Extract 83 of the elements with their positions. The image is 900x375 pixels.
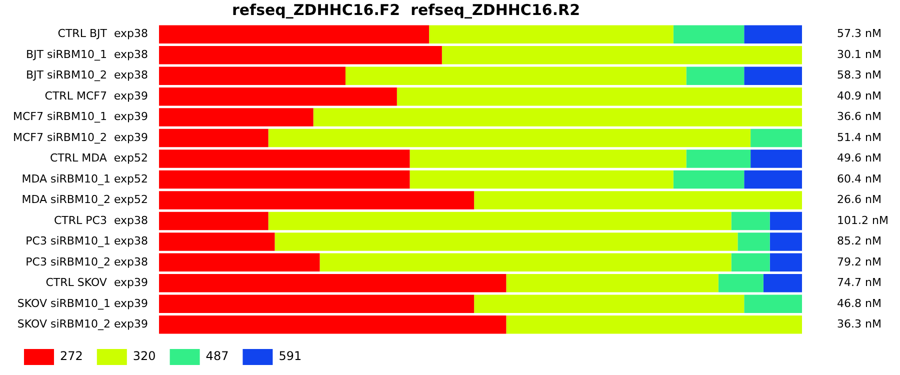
- text: 57.3 nM: [837, 27, 882, 40]
- bar: [738, 232, 770, 251]
- bar: [159, 128, 268, 148]
- text: 36.3 nM: [837, 317, 882, 330]
- bar: [474, 294, 744, 314]
- bar: [159, 294, 474, 314]
- y-tick-label: CTRL MCF7 exp39: [44, 89, 148, 102]
- y-tick-label: PC3 siRBM10_1 exp38: [26, 234, 148, 248]
- text: 79.2 nM: [837, 255, 882, 268]
- text: 36.6 nM: [837, 110, 882, 124]
- bar: [673, 25, 744, 44]
- bar: [770, 253, 802, 272]
- legend-label: 591: [278, 349, 302, 364]
- bar: [159, 253, 320, 272]
- bar: [718, 274, 764, 292]
- bar: [159, 66, 346, 85]
- y-tick-label: CTRL MDA exp52: [50, 152, 148, 165]
- bar: [731, 212, 770, 230]
- text: 85.2 nM: [837, 234, 882, 248]
- y-tick-label: MDA siRBM10_2 exp52: [22, 193, 148, 206]
- bar: [763, 274, 802, 292]
- legend-label: 320: [132, 349, 156, 364]
- text: 51.4 nM: [837, 130, 882, 144]
- bar: [396, 87, 802, 106]
- text: 101.2 nM: [837, 214, 888, 227]
- bar: [268, 212, 732, 230]
- bar: [313, 108, 802, 126]
- bar: [159, 150, 410, 168]
- text: 30.1 nM: [837, 48, 882, 61]
- y-tick-label: CTRL BJT exp38: [58, 27, 148, 40]
- y-tick-label: SKOV siRBM10_1 exp39: [17, 296, 148, 310]
- y-tick-label: SKOV siRBM10_2 exp39: [17, 317, 148, 330]
- bar: [429, 25, 674, 44]
- bar: [159, 232, 275, 251]
- bar: [345, 66, 686, 85]
- text: 40.9 nM: [837, 89, 882, 102]
- bar: [770, 232, 802, 251]
- text: 26.6 nM: [837, 193, 882, 206]
- bar: [159, 212, 268, 230]
- bar: [159, 274, 506, 292]
- bar: [410, 150, 686, 168]
- bar: [744, 294, 802, 314]
- y-tick-label: CTRL PC3 exp38: [54, 214, 148, 227]
- legend-label: 487: [206, 349, 229, 364]
- bar: [686, 150, 751, 168]
- bar: [159, 87, 397, 106]
- bar: [410, 170, 674, 189]
- bar: [442, 46, 802, 64]
- bar: [474, 191, 802, 210]
- bar: [159, 170, 410, 189]
- text: 49.6 nM: [837, 152, 882, 165]
- bar: [750, 128, 802, 148]
- bar: [159, 191, 474, 210]
- y-tick-label: MCF7 siRBM10_1 exp39: [13, 110, 148, 124]
- y-tick-label: MDA siRBM10_1 exp52: [22, 172, 148, 186]
- bar: [686, 66, 744, 85]
- bar: [744, 66, 802, 85]
- bar: [159, 108, 314, 126]
- y-tick-label: BJT siRBM10_2 exp38: [26, 68, 148, 82]
- bar: [750, 150, 802, 168]
- y-tick-label: CTRL SKOV exp39: [46, 276, 148, 290]
- bar: [770, 212, 802, 230]
- y-tick-label: BJT siRBM10_1 exp38: [26, 48, 148, 61]
- bar: [268, 128, 751, 148]
- bar: [673, 170, 744, 189]
- chart-title: refseq_ZDHHC16.F2 refseq_ZDHHC16.R2: [232, 0, 580, 19]
- text: 60.4 nM: [837, 172, 882, 186]
- bar: [506, 316, 802, 334]
- bar: [731, 253, 770, 272]
- bar: [274, 232, 738, 251]
- bar: [320, 253, 732, 272]
- bar: [159, 316, 506, 334]
- bar: [159, 25, 430, 44]
- y-tick-label: PC3 siRBM10_2 exp38: [26, 255, 148, 268]
- y-tick-label: MCF7 siRBM10_2 exp39: [13, 130, 148, 144]
- bar: [744, 25, 802, 44]
- text: 74.7 nM: [837, 276, 882, 290]
- text: 46.8 nM: [837, 296, 882, 310]
- bar: [506, 274, 718, 292]
- legend-label: 272: [60, 349, 83, 364]
- bar: [744, 170, 802, 189]
- bar: [159, 46, 442, 64]
- text: 58.3 nM: [837, 68, 882, 82]
